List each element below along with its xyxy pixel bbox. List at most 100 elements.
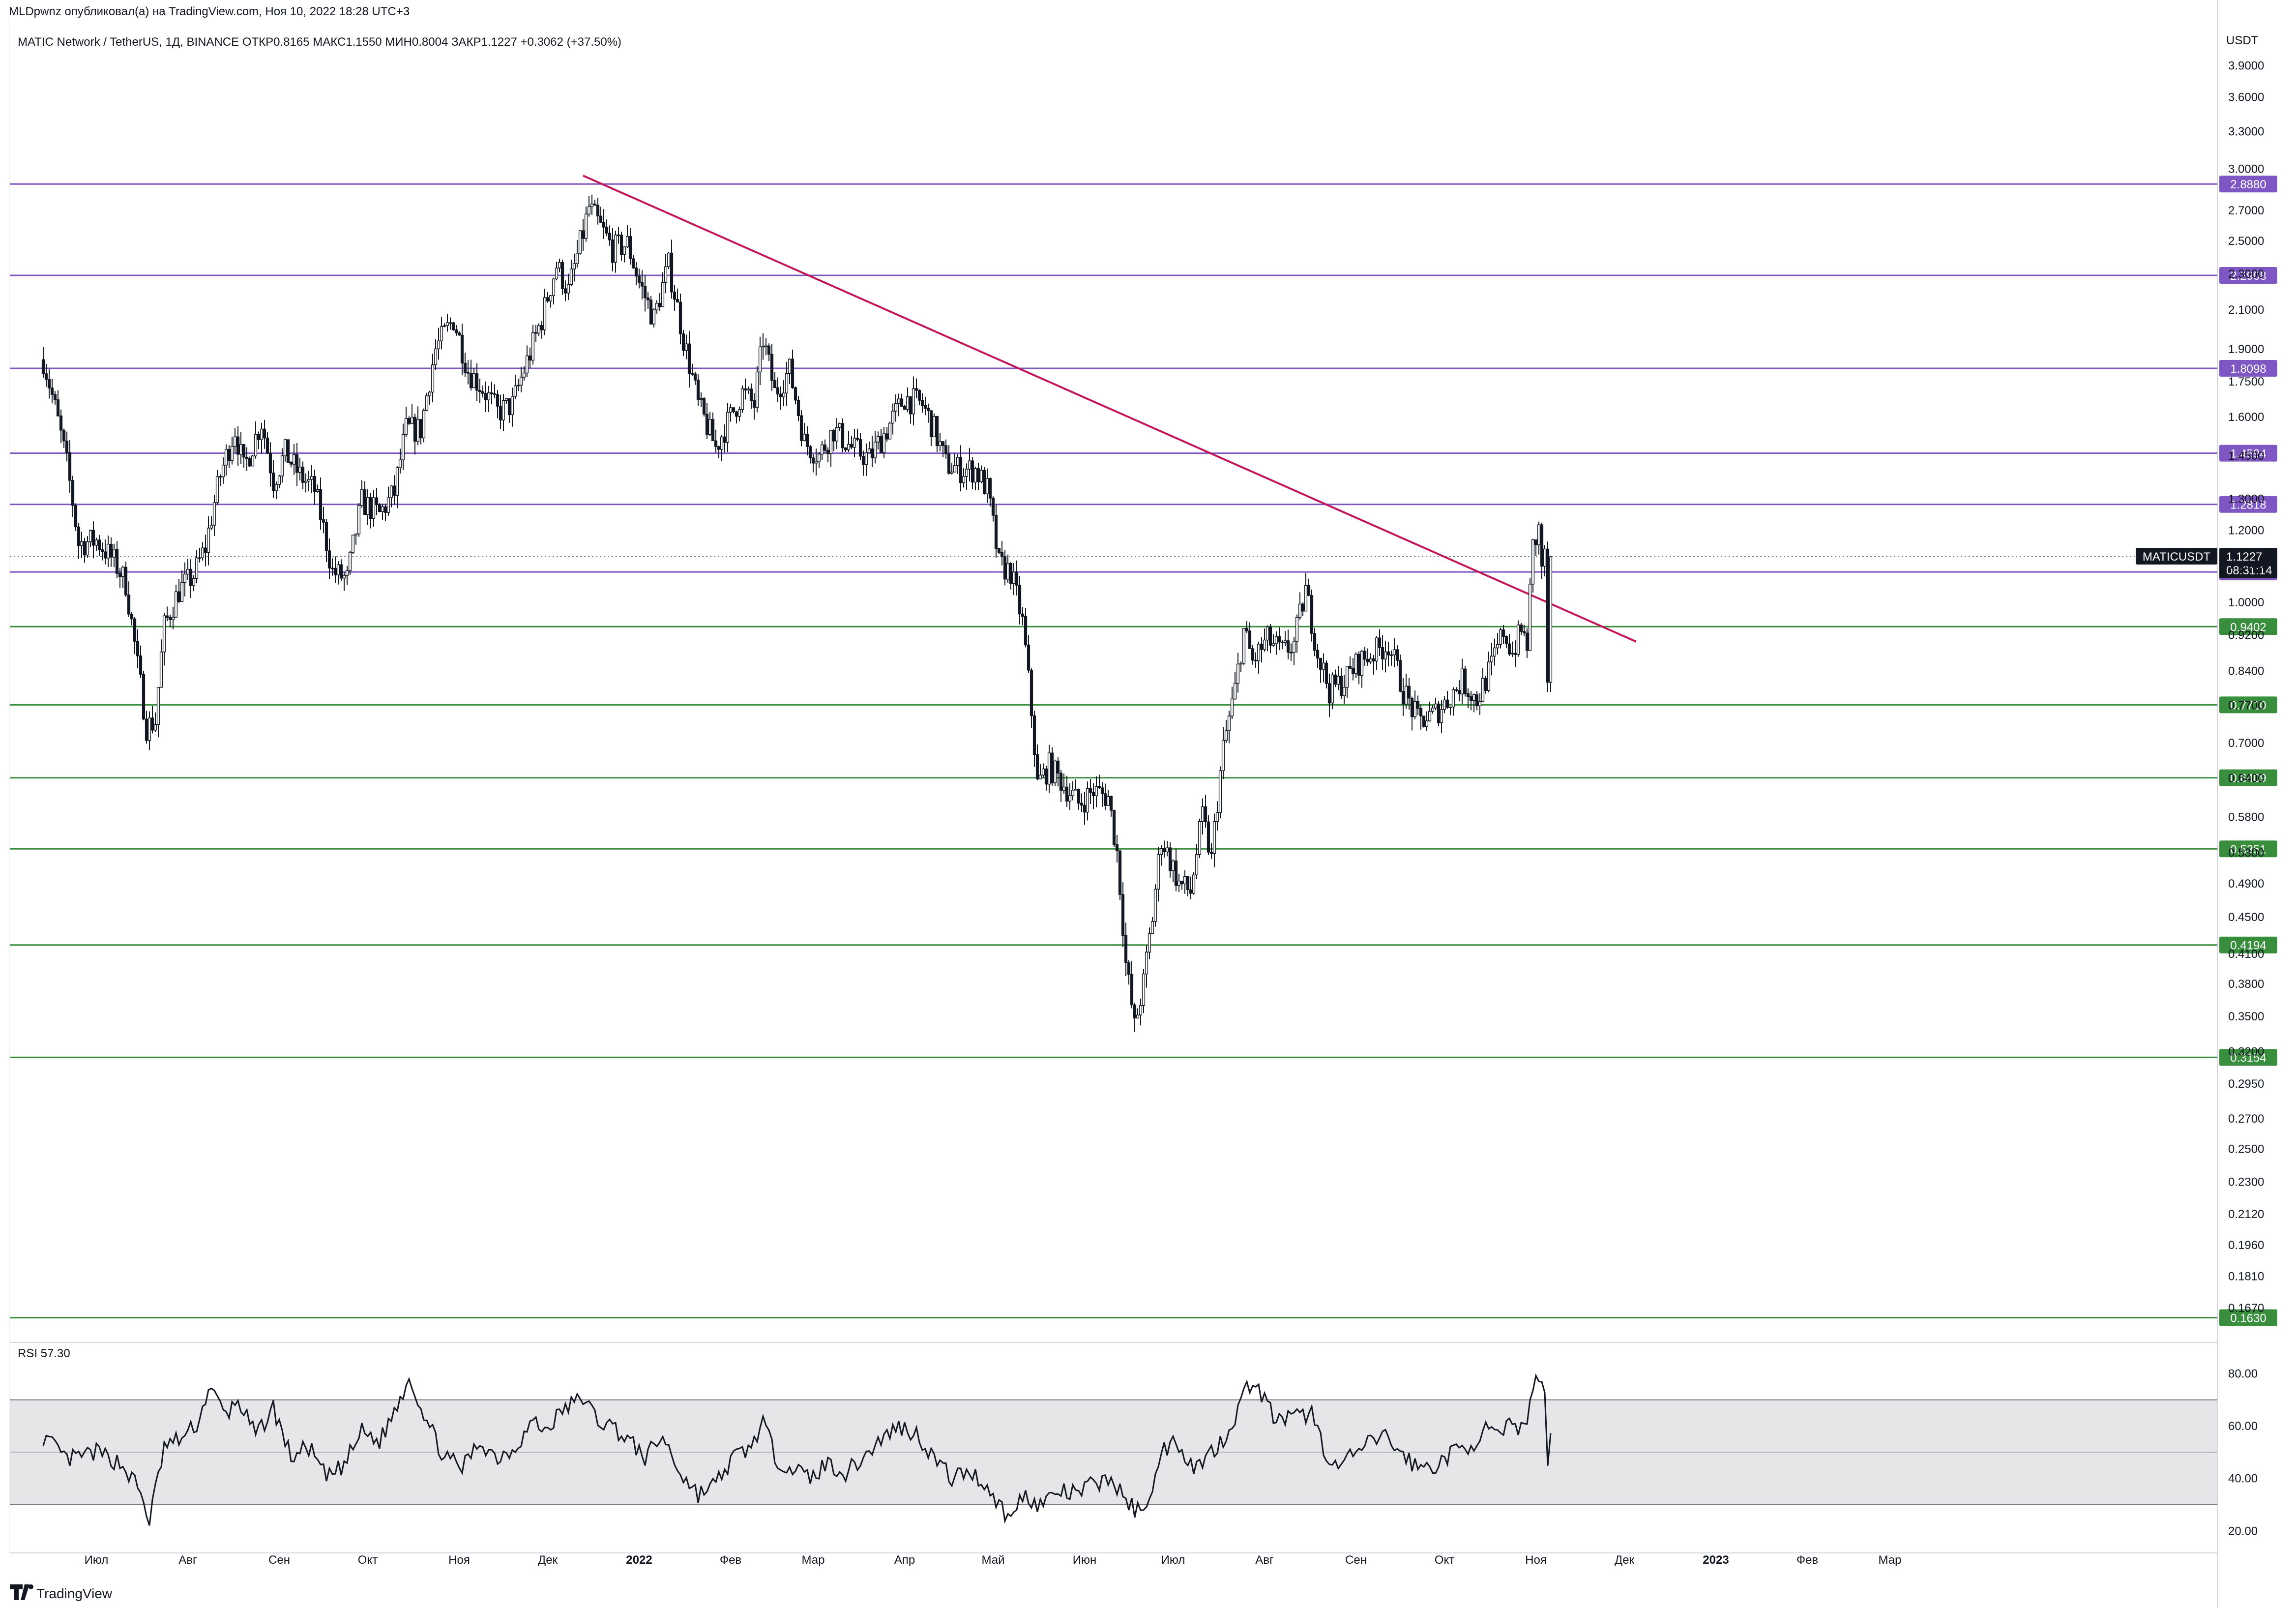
level-price-tag [2219, 496, 2277, 513]
candle-body-down [507, 398, 511, 416]
candle-body-up [876, 436, 880, 443]
candle-body-up [401, 434, 405, 460]
candle-body-down [646, 297, 650, 300]
candle-body-down [581, 230, 585, 239]
price-tick-label: 1.7500 [2228, 375, 2264, 388]
candle-body-down [605, 227, 609, 234]
candle-body-down [1209, 852, 1213, 854]
candle-body-down [1162, 848, 1166, 853]
level-price-label: 0.6409 [2230, 772, 2266, 785]
candle-body-up [1218, 770, 1222, 813]
candle-body-up [788, 358, 792, 374]
price-tick-label: 3.6000 [2228, 91, 2264, 104]
candle-body-up [1263, 639, 1266, 650]
horizontal-levels[interactable]: 2.88802.29081.80981.45941.28181.07990.94… [10, 176, 2277, 1326]
candle-body-up [661, 282, 665, 307]
chart-structure [9, 0, 2218, 1608]
candle-body-down [870, 448, 874, 458]
candle-body-down [1410, 698, 1414, 717]
candle-body-down [799, 415, 803, 441]
candle-body-up [587, 206, 591, 215]
level-price-tag [2219, 445, 2277, 462]
candle-body-up [487, 392, 491, 400]
candle-body-up [357, 505, 361, 535]
candle-body-down [903, 406, 907, 410]
candle-body-down [534, 332, 538, 334]
candle-body-down [286, 439, 290, 463]
candle-body-up [838, 423, 842, 428]
candle-body-up [316, 489, 320, 492]
candle-body-down [1059, 773, 1063, 791]
candle-body-up [891, 411, 895, 424]
price-tick-label: 1.2000 [2228, 524, 2264, 537]
candle-body-up [1360, 651, 1364, 676]
candle-body-down [301, 467, 305, 483]
candle-body-down [1407, 685, 1411, 699]
price-tick-label: 2.3000 [2228, 268, 2264, 281]
price-tick-label: 0.3500 [2228, 1010, 2264, 1023]
candle-body-up [1389, 655, 1393, 656]
candle-body-down [1280, 641, 1284, 643]
candle-body-down [826, 450, 830, 454]
candle-body-up [1442, 699, 1446, 710]
candle-body-down [91, 530, 95, 546]
candle-body-down [1186, 876, 1190, 891]
candle-body-up [1510, 653, 1514, 655]
candle-body-up [572, 263, 576, 269]
candle-body-down [71, 480, 75, 506]
candle-body-down [100, 549, 104, 552]
candle-body-down [319, 489, 323, 520]
candle-body-up [88, 530, 92, 542]
candle-body-up [1478, 701, 1482, 706]
trendline-layer[interactable] [583, 175, 1637, 643]
countdown-label: 08:31:14 [2226, 564, 2272, 577]
candle-body-down [879, 436, 883, 453]
candle-body-up [1383, 651, 1387, 659]
price-tick-label: 0.2300 [2228, 1175, 2264, 1189]
candle-body-down [484, 393, 488, 400]
candle-body-down [637, 275, 641, 283]
candle-body-up [307, 479, 311, 482]
candle-body-down [885, 433, 889, 440]
price-tick-label: 0.5800 [2228, 811, 2264, 824]
candle-body-up [746, 388, 750, 390]
candle-body-down [322, 519, 325, 523]
level-price-label: 0.7710 [2230, 699, 2266, 712]
time-tick-label: Авг [1255, 1553, 1274, 1567]
candle-body-down [295, 454, 299, 473]
candle-body-down [1316, 650, 1320, 659]
candle-body-up [431, 364, 435, 393]
candle-body-up [516, 385, 520, 387]
candle-body-up [174, 591, 178, 618]
tradingview-logo: TradingView [10, 1584, 113, 1601]
time-tick-label: 2023 [1703, 1553, 1729, 1567]
candle-body-down [1077, 789, 1081, 804]
price-tick-label: 0.2950 [2228, 1077, 2264, 1091]
candle-body-up [260, 428, 264, 440]
candle-body-up [342, 575, 346, 579]
candle-body-up [395, 467, 399, 496]
candle-body-up [1198, 821, 1202, 855]
candle-body-up [1192, 874, 1196, 894]
candle-body-down [1056, 760, 1060, 774]
candle-body-down [1463, 668, 1467, 694]
level-price-label: 0.1630 [2230, 1312, 2266, 1325]
candle-body-down [773, 380, 777, 388]
candle-body-down [248, 458, 252, 467]
candle-body-down [265, 438, 269, 454]
candle-body-up [416, 419, 420, 442]
candle-body-down [1289, 652, 1293, 654]
candle-body-up [1257, 644, 1261, 661]
candle-body-down [1534, 539, 1538, 545]
price-tick-label: 1.9000 [2228, 343, 2264, 356]
time-tick-label: Фев [720, 1553, 741, 1567]
candle-body-down [1307, 585, 1311, 596]
candle-body-down [378, 504, 382, 512]
candle-body-down [1100, 787, 1104, 794]
candle-body-down [62, 430, 66, 442]
candle-body-up [1336, 676, 1340, 685]
time-tick-label: Июн [1073, 1553, 1097, 1567]
candle-body-down [619, 235, 623, 255]
candle-body-down [139, 655, 143, 675]
